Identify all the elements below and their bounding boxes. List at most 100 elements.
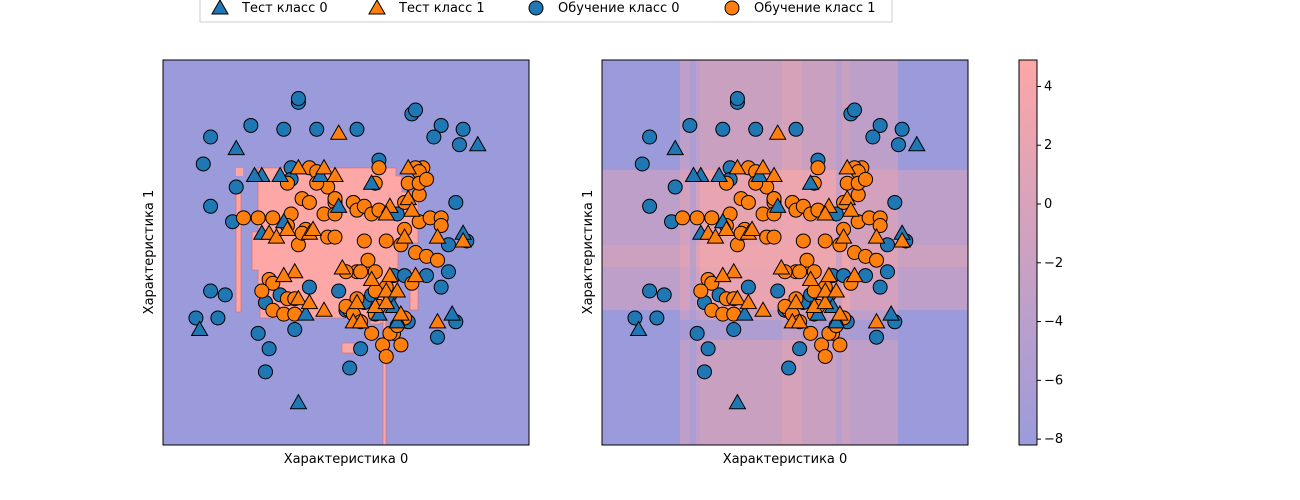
test-class1-point — [300, 293, 319, 310]
test-class0-point — [710, 166, 729, 183]
test-class0-point — [629, 320, 648, 337]
test-class1-point — [362, 270, 381, 286]
test-class1-point — [377, 293, 396, 310]
test-class1-point — [377, 281, 396, 298]
train-class0-point — [642, 283, 658, 299]
train-class0-point — [430, 329, 445, 345]
test-class0-point — [882, 305, 901, 321]
test-class0-point — [728, 393, 747, 410]
train-class1-point — [693, 283, 709, 299]
test-class1-point — [820, 266, 838, 283]
train-class0-point — [250, 325, 266, 341]
axes-frame — [601, 59, 969, 446]
test-class1-point — [724, 262, 743, 279]
train-class0-point — [440, 264, 456, 280]
x-axis-label: Характеристика 0 — [723, 452, 848, 467]
train-class0-point — [894, 121, 910, 137]
train-class1-point — [799, 252, 815, 268]
test-class0-point — [801, 174, 820, 190]
test-class0-point — [388, 312, 407, 329]
train-class0-point — [342, 360, 358, 376]
test-class1-point — [315, 158, 333, 175]
train-class1-point — [704, 210, 720, 226]
legend-marker — [528, 0, 544, 16]
x-axis-label: Характеристика 0 — [284, 452, 409, 467]
train-class0-point — [290, 91, 306, 106]
test-class1-point — [713, 266, 732, 283]
test-class1-point — [787, 293, 805, 310]
train-class1-point — [364, 325, 380, 341]
train-class0-point — [217, 287, 233, 303]
legend-label: Тест класс 0 — [241, 1, 328, 16]
train-class0-point — [257, 364, 273, 380]
train-class0-point — [792, 341, 808, 357]
train-class0-point — [649, 310, 665, 326]
test-class1-point — [391, 305, 410, 321]
train-class0-point — [700, 341, 716, 357]
train-class0-point — [865, 129, 881, 145]
train-class0-point — [770, 283, 786, 299]
train-class1-point — [430, 252, 445, 268]
test-class1-point — [267, 228, 286, 244]
train-class1-point — [378, 233, 394, 249]
axes-frame — [162, 59, 530, 446]
test-class1-point — [743, 220, 761, 236]
train-class1-point — [371, 160, 387, 176]
test-class1-point — [348, 293, 366, 310]
y-axis-label: Характеристика 1 — [581, 190, 596, 315]
train-class0-point — [203, 129, 219, 145]
region-fragment — [341, 342, 355, 354]
train-class0-point — [748, 121, 764, 137]
train-class0-point — [879, 264, 895, 280]
test-class1-point — [278, 220, 297, 236]
test-class1-point — [801, 270, 820, 286]
colorbar-tick-label: 2 — [1044, 138, 1052, 153]
test-class1-point — [304, 220, 322, 236]
region-fragment — [235, 181, 242, 313]
colorbar-tick-label: −4 — [1044, 315, 1063, 330]
train-class1-point — [301, 194, 317, 210]
test-class0-point — [666, 139, 685, 156]
test-class1-point — [845, 266, 864, 283]
train-class1-point — [675, 210, 691, 226]
test-class1-point — [428, 228, 447, 244]
train-class1-point — [817, 348, 833, 364]
train-class0-point — [740, 279, 756, 295]
subplot-decision-regions: Характеристика 0 Характеристика 1 — [142, 59, 530, 467]
train-class0-point — [301, 279, 317, 295]
scatter-points — [627, 91, 926, 410]
legend-label: Обучение класс 1 — [754, 1, 876, 16]
test-class0-point — [190, 320, 209, 337]
train-class0-point — [433, 117, 449, 133]
test-class0-point — [311, 166, 330, 183]
region-fragment — [236, 168, 243, 176]
train-class0-point — [203, 198, 219, 214]
test-class1-point — [768, 124, 787, 140]
test-class0-point — [735, 305, 754, 321]
test-class0-point — [289, 393, 308, 410]
train-class1-point — [265, 210, 281, 226]
train-class1-point — [832, 337, 848, 353]
y-axis-label: Характеристика 1 — [142, 190, 157, 315]
train-class0-point — [309, 121, 325, 137]
test-class1-point — [333, 258, 352, 275]
train-class0-point — [682, 117, 698, 133]
test-class1-point — [790, 312, 809, 329]
test-class1-point — [381, 266, 399, 283]
test-class1-point — [754, 301, 772, 317]
train-class0-point — [715, 121, 731, 137]
train-class0-point — [455, 121, 471, 137]
test-class1-point — [772, 258, 791, 275]
test-class1-point — [867, 312, 886, 329]
test-class1-point — [395, 228, 414, 244]
test-class1-point — [816, 204, 835, 221]
train-class1-point — [254, 283, 270, 299]
test-class1-point — [838, 189, 857, 206]
test-class1-point — [428, 312, 447, 329]
train-class1-point — [803, 325, 819, 341]
subplot-decision-function: Характеристика 0 Характеристика 1 — [581, 59, 969, 467]
train-class0-point — [890, 137, 906, 153]
train-class0-point — [408, 102, 424, 118]
train-class1-point — [250, 210, 266, 226]
train-class1-point — [378, 348, 394, 364]
